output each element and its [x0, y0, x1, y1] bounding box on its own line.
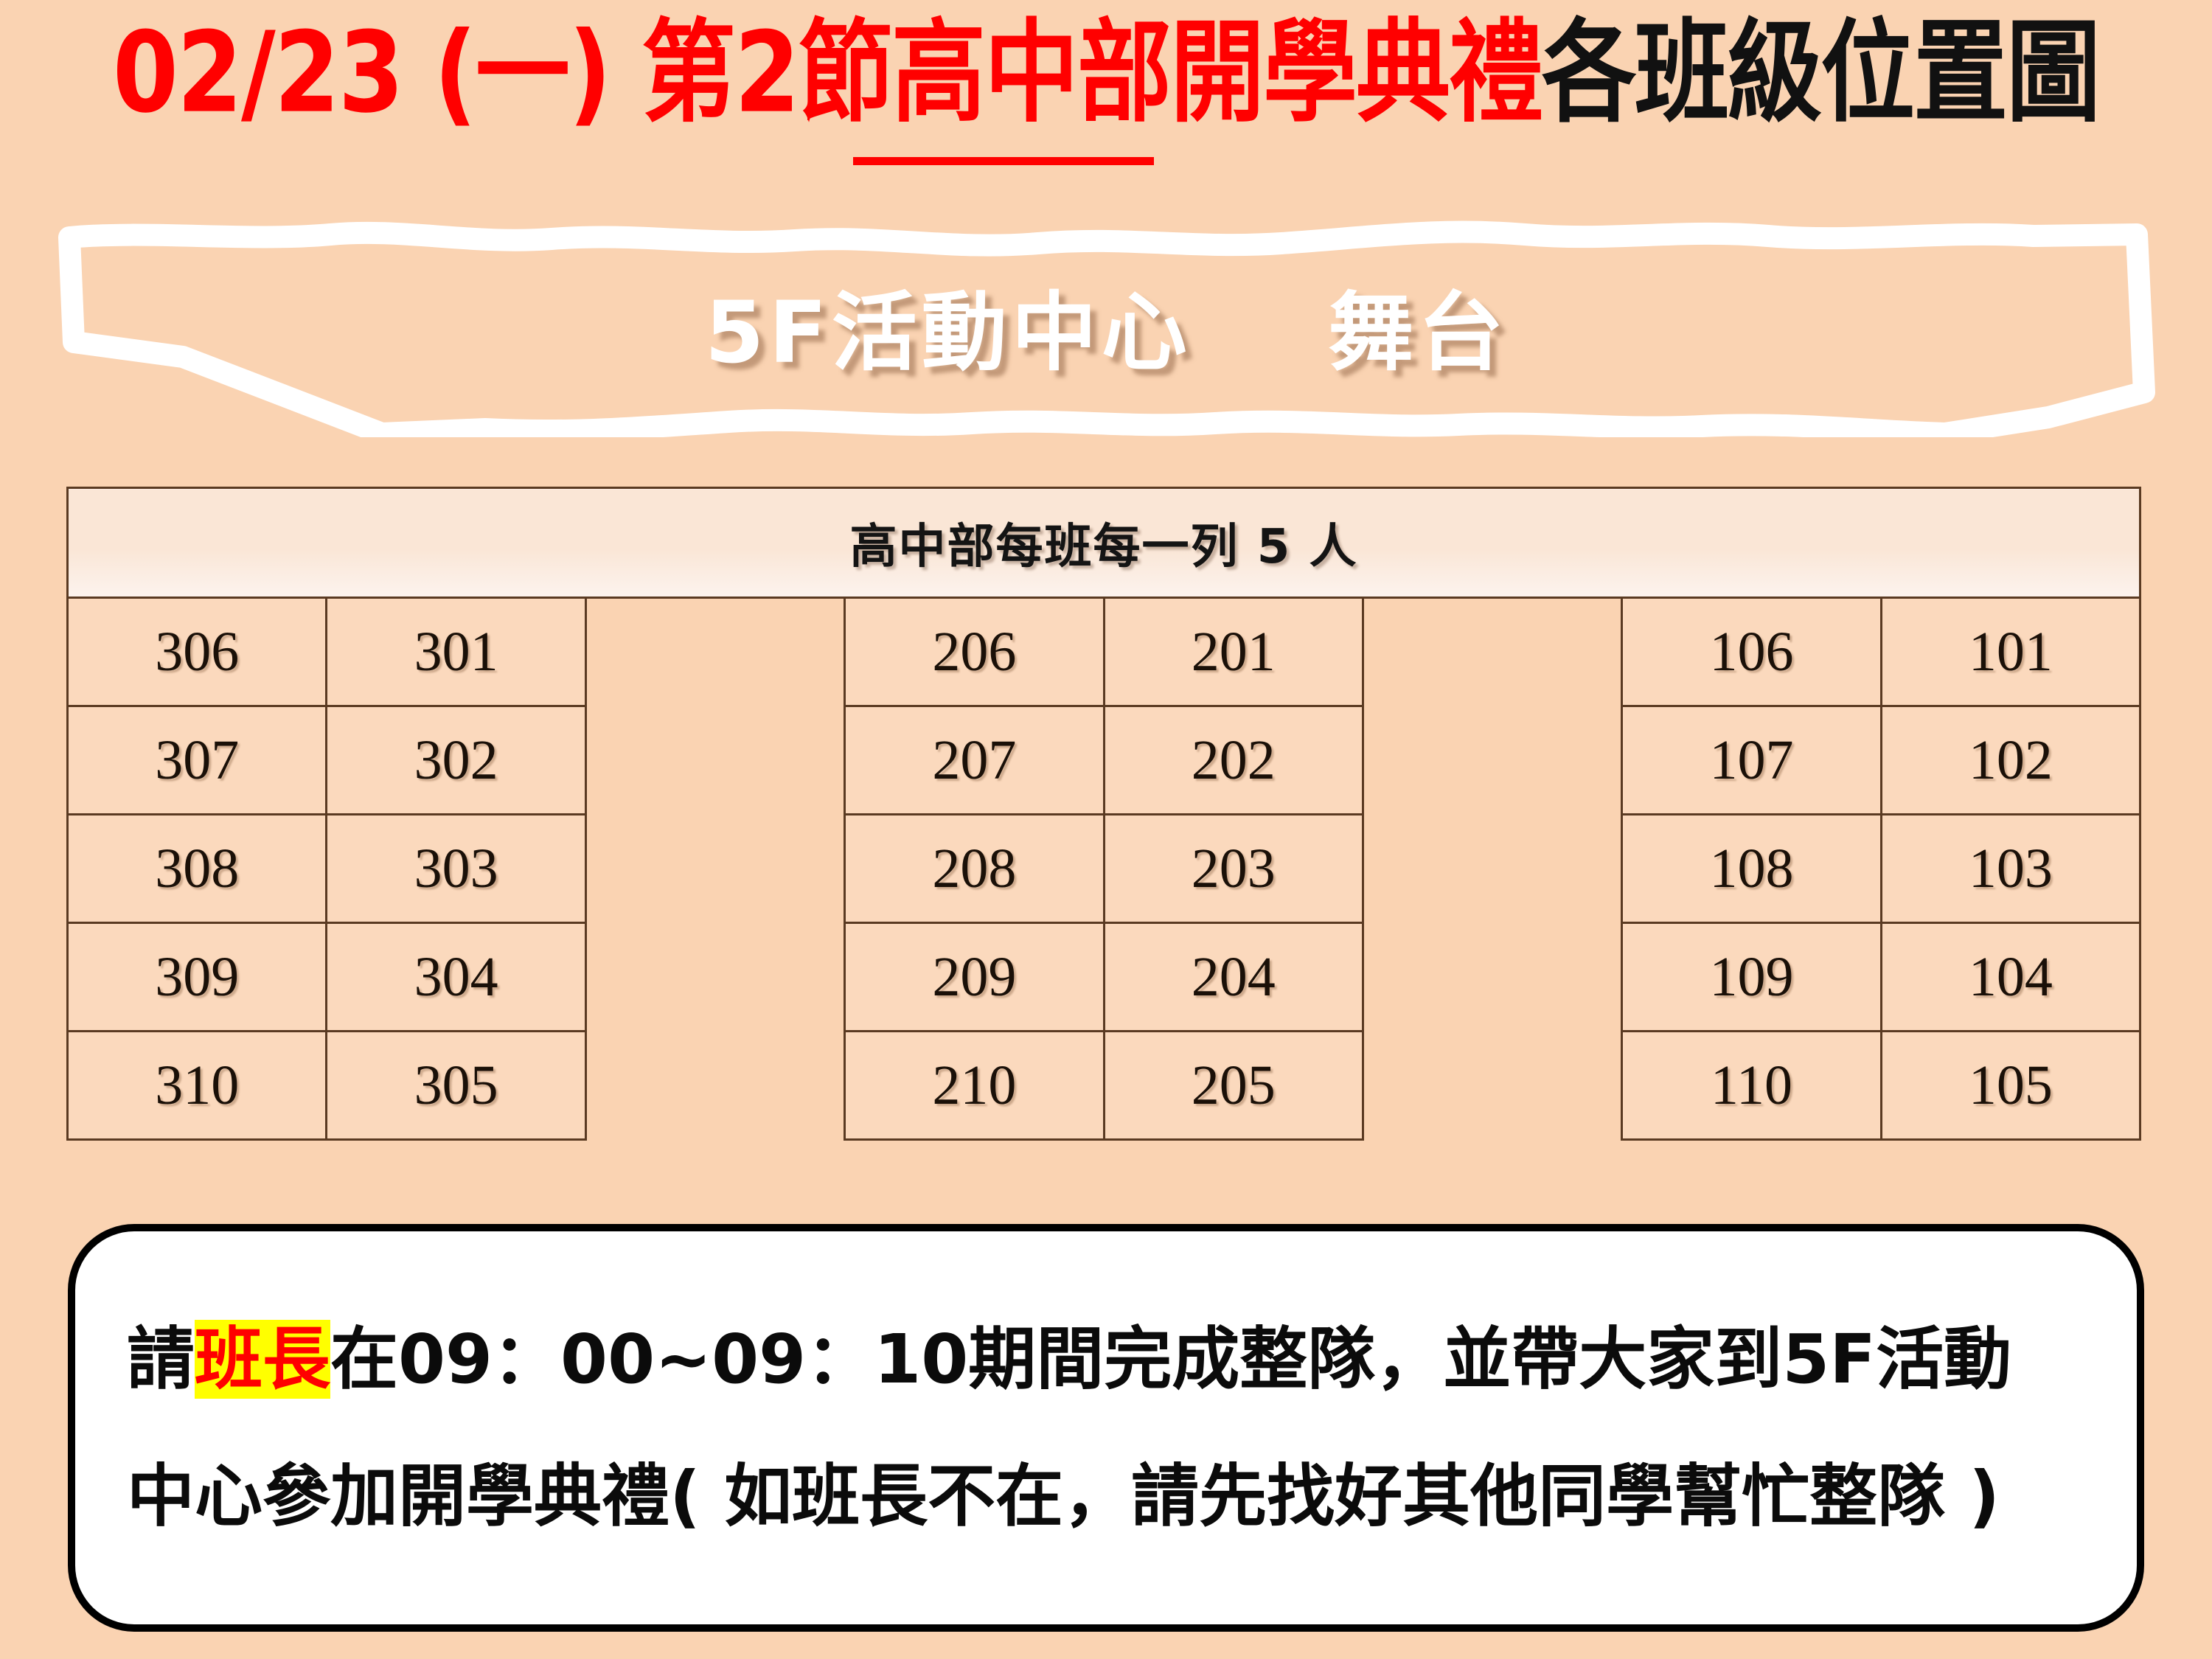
class-cell: 305 — [325, 1030, 587, 1141]
aisle-gap — [585, 597, 845, 706]
class-cell: 108 — [1621, 813, 1882, 924]
aisle-gap — [1363, 814, 1622, 923]
class-cell: 103 — [1879, 813, 2142, 924]
class-cell: 209 — [844, 922, 1105, 1032]
class-cell: 308 — [66, 813, 328, 924]
aisle-gap — [1363, 1031, 1622, 1140]
class-cell: 302 — [325, 705, 587, 815]
class-cell: 203 — [1102, 813, 1364, 924]
class-cell: 206 — [844, 597, 1105, 707]
title-date-part: 02/23 (一) 第2節 — [112, 8, 893, 139]
title-event-part: 開學典禮 — [1170, 8, 1543, 139]
aisle-gap — [585, 922, 845, 1032]
aisle-gap — [1363, 922, 1622, 1032]
class-cell: 306 — [66, 597, 328, 707]
title-underlined-part: 高中部 — [891, 8, 1172, 139]
table-header-row: 高中部每班每一列 5 人 — [66, 487, 2141, 599]
instruction-line-2: 中心參加開學典禮( 如班長不在，請先找好其他同學幫忙整隊 ) — [127, 1456, 2000, 1536]
instruction-line-1-rest: 在09：00~09：10期間完成整隊，並帶大家到5F活動 — [330, 1319, 2012, 1399]
title-subject-part: 各班級位置圖 — [1542, 8, 2101, 139]
class-cell: 309 — [66, 922, 328, 1032]
class-cell: 107 — [1621, 705, 1882, 815]
class-cell: 304 — [325, 922, 587, 1032]
class-cell: 207 — [844, 705, 1105, 815]
title-red-underline — [853, 157, 1154, 165]
class-cell: 208 — [844, 813, 1105, 924]
instruction-line-1: 請班長在09：00~09：10期間完成整隊，並帶大家到5F活動 — [127, 1291, 2085, 1428]
class-cell: 205 — [1102, 1030, 1364, 1141]
class-position-table: 高中部每班每一列 5 人 306 301 206 201 106 101 307… — [66, 487, 2142, 1141]
class-cell: 101 — [1879, 597, 2142, 707]
class-leader-highlight: 班長 — [195, 1319, 331, 1399]
aisle-gap — [585, 706, 845, 815]
instruction-line-1-prefix: 請 — [127, 1319, 195, 1399]
table-row: 307 302 207 202 107 102 — [66, 705, 2142, 815]
class-cell: 104 — [1879, 922, 2142, 1032]
aisle-gap — [585, 814, 845, 923]
class-cell: 210 — [844, 1030, 1105, 1141]
table-row: 308 303 208 203 108 103 — [66, 813, 2142, 924]
table-header-label: 高中部每班每一列 5 人 — [66, 487, 2141, 599]
class-cell: 110 — [1621, 1030, 1882, 1141]
aisle-gap — [1363, 597, 1622, 706]
class-cell: 201 — [1102, 597, 1364, 707]
banner-label: 5F活動中心 舞台 — [704, 282, 1509, 383]
class-cell: 106 — [1621, 597, 1882, 707]
page-title: 02/23 (一) 第2節高中部開學典禮各班級位置圖 — [0, 8, 2212, 171]
class-cell: 105 — [1879, 1030, 2142, 1141]
table-row: 306 301 206 201 106 101 — [66, 597, 2142, 707]
torn-banner-outline-icon — [58, 220, 2155, 437]
aisle-gap — [585, 1031, 845, 1140]
class-cell: 109 — [1621, 922, 1882, 1032]
class-cell: 102 — [1879, 705, 2142, 815]
class-cell: 303 — [325, 813, 587, 924]
venue-banner: 5F活動中心 舞台 — [58, 212, 2155, 437]
class-cell: 307 — [66, 705, 328, 815]
class-cell: 310 — [66, 1030, 328, 1141]
instructions-box: 請班長在09：00~09：10期間完成整隊，並帶大家到5F活動 中心參加開學典禮… — [68, 1224, 2144, 1632]
table-row: 310 305 210 205 110 105 — [66, 1030, 2142, 1141]
class-cell: 202 — [1102, 705, 1364, 815]
class-cell: 301 — [325, 597, 587, 707]
aisle-gap — [1363, 706, 1622, 815]
table-row: 309 304 209 204 109 104 — [66, 922, 2142, 1032]
class-cell: 204 — [1102, 922, 1364, 1032]
